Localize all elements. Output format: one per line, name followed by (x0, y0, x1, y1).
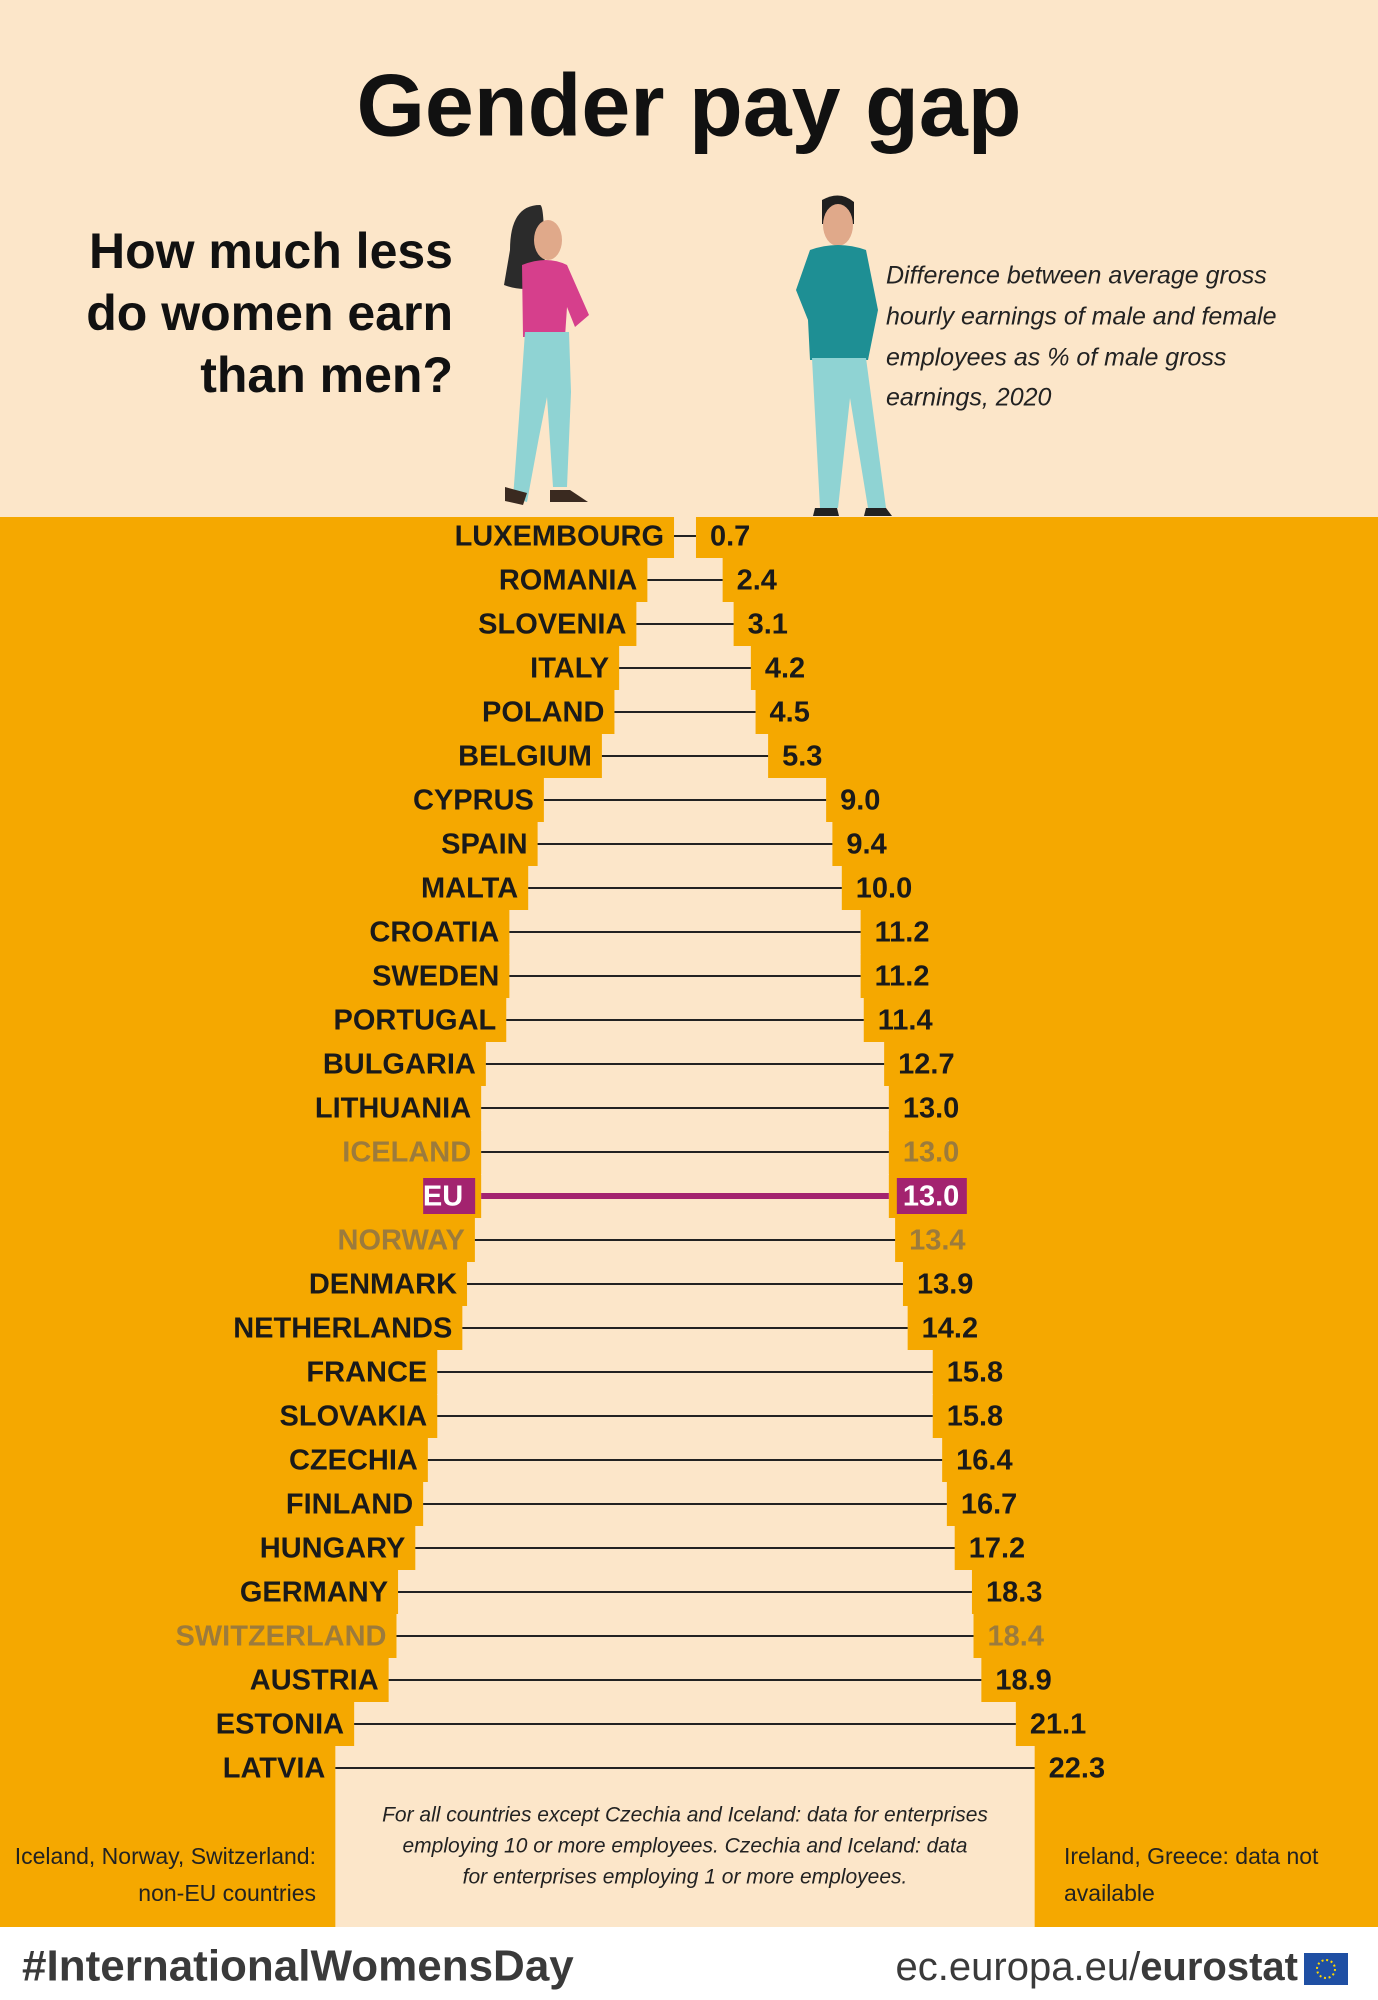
value-label: 13.0 (903, 1137, 959, 1169)
question: than men? (200, 347, 453, 403)
value-label: 15.8 (947, 1401, 1003, 1433)
category-label: SWITZERLAND (175, 1621, 386, 1653)
category-label: POLAND (482, 697, 604, 729)
category-label: CYPRUS (413, 785, 534, 817)
value-label: 13.4 (909, 1225, 965, 1257)
footnote: Ireland, Greece: data not (1064, 1843, 1319, 1869)
header-background (0, 0, 1378, 520)
category-label: EU (423, 1181, 463, 1213)
value-label: 16.7 (961, 1489, 1017, 1521)
category-label: HUNGARY (260, 1533, 406, 1565)
category-label: NORWAY (338, 1225, 465, 1257)
category-label: CROATIA (369, 917, 499, 949)
value-label: 16.4 (956, 1445, 1012, 1477)
man-illustration (796, 195, 892, 516)
value-label: 17.2 (969, 1533, 1025, 1565)
category-label: BULGARIA (323, 1049, 476, 1081)
category-label: ESTONIA (216, 1709, 344, 1741)
category-label: FRANCE (306, 1357, 427, 1389)
value-label: 13.0 (903, 1093, 959, 1125)
gap-band (335, 1746, 1035, 1927)
question: do women earn (86, 285, 453, 341)
value-label: 0.7 (710, 521, 750, 553)
category-label: MALTA (421, 873, 518, 905)
footnote: available (1064, 1880, 1155, 1906)
footnote: For all countries except Czechia and Ice… (382, 1804, 988, 1827)
gap-band (674, 517, 696, 559)
category-label: LATVIA (223, 1753, 326, 1785)
value-label: 4.5 (770, 697, 810, 729)
footnote: Iceland, Norway, Switzerland: (15, 1843, 316, 1869)
chart-title: Gender pay gap (356, 55, 1021, 154)
value-label: 18.4 (988, 1621, 1044, 1653)
footer-background (0, 1927, 1378, 2000)
value-label: 3.1 (748, 609, 788, 641)
value-label: 11.2 (875, 917, 930, 949)
source-domain: ec.europa.eu/ (896, 1945, 1142, 1989)
hashtag: #InternationalWomensDay (22, 1942, 574, 1991)
woman-illustration (504, 205, 589, 505)
value-label: 9.4 (846, 829, 886, 861)
category-label: ROMANIA (499, 565, 638, 597)
highlight-box (896, 1178, 967, 1214)
value-label: 11.2 (875, 961, 930, 993)
category-label: CZECHIA (289, 1445, 418, 1477)
footnote: for enterprises employing 1 or more empl… (463, 1866, 908, 1889)
category-label: SLOVENIA (478, 609, 626, 641)
highlight-box (423, 1178, 476, 1214)
value-label: 4.2 (765, 653, 805, 685)
value-label: 2.4 (737, 565, 777, 597)
eu-flag-stars (1316, 1959, 1336, 1979)
category-label: ICELAND (342, 1137, 471, 1169)
value-label: 10.0 (856, 873, 912, 905)
value-label: 18.9 (995, 1665, 1051, 1697)
category-label: ITALY (530, 653, 609, 685)
category-label: FINLAND (286, 1489, 413, 1521)
category-label: LUXEMBOURG (455, 521, 664, 553)
value-label: 22.3 (1049, 1753, 1105, 1785)
value-label: 12.7 (898, 1049, 954, 1081)
subtitle: hourly earnings of male and female (886, 303, 1277, 331)
value-label: 13.0 (903, 1181, 959, 1213)
category-label: PORTUGAL (334, 1005, 497, 1037)
category-label: NETHERLANDS (233, 1313, 452, 1345)
value-label: 5.3 (782, 741, 822, 773)
question: How much less (89, 223, 453, 279)
category-label: SPAIN (441, 829, 527, 861)
value-label: 9.0 (840, 785, 880, 817)
category-label: SLOVAKIA (280, 1401, 428, 1433)
source-name: eurostat (1140, 1945, 1298, 1989)
source: ec.europa.eu/eurostat (896, 1945, 1298, 1989)
rows: LUXEMBOURG 0.7 ROMANIA 2.4 SLOVENIA 3.1 ITALY 4… (175, 521, 1105, 1785)
value-label: 18.3 (986, 1577, 1042, 1609)
subtitle: employees as % of male gross (886, 344, 1226, 372)
eu-flag (1304, 1953, 1348, 1985)
value-label: 21.1 (1030, 1709, 1086, 1741)
category-label: BELGIUM (458, 741, 592, 773)
category-label: GERMANY (240, 1577, 388, 1609)
subtitle: earnings, 2020 (886, 384, 1052, 412)
category-label: DENMARK (309, 1269, 457, 1301)
footnote: employing 10 or more employees. Czechia … (403, 1835, 968, 1858)
category-label: SWEDEN (372, 961, 499, 993)
category-label: LITHUANIA (315, 1093, 471, 1125)
category-label: AUSTRIA (250, 1665, 379, 1697)
value-label: 15.8 (947, 1357, 1003, 1389)
value-label: 11.4 (878, 1005, 933, 1037)
footnote: non-EU countries (138, 1880, 316, 1906)
value-label: 14.2 (922, 1313, 978, 1345)
value-label: 13.9 (917, 1269, 973, 1301)
subtitle: Difference between average gross (886, 262, 1267, 290)
